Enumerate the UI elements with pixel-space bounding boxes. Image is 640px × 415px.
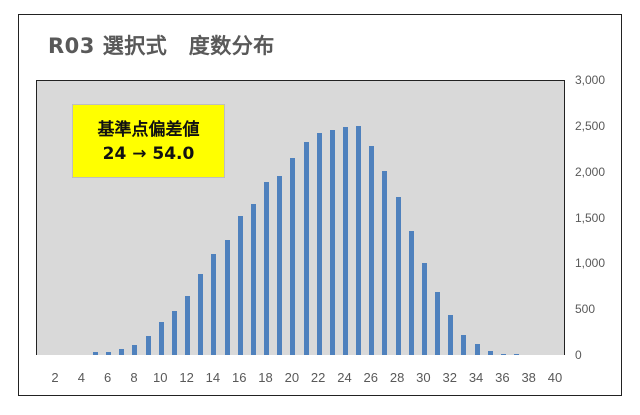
bar bbox=[303, 141, 309, 355]
bar bbox=[224, 239, 230, 355]
x-tick-label: 24 bbox=[337, 370, 352, 385]
x-tick-label: 12 bbox=[179, 370, 194, 385]
bar bbox=[198, 274, 204, 355]
bar bbox=[106, 351, 112, 355]
y-tick-label: 1,500 bbox=[575, 210, 606, 225]
bar bbox=[250, 203, 256, 355]
bar bbox=[487, 351, 493, 355]
bar bbox=[119, 348, 125, 355]
chart-title: R03 選択式 度数分布 bbox=[48, 34, 275, 58]
bar bbox=[145, 335, 151, 355]
x-tick-label: 14 bbox=[205, 370, 221, 385]
x-tick-label: 10 bbox=[153, 370, 168, 385]
annotation-line2: 24 → 54.0 bbox=[102, 144, 195, 164]
bar bbox=[264, 181, 270, 355]
bar bbox=[132, 344, 138, 355]
bar bbox=[171, 311, 177, 355]
x-tick-label: 18 bbox=[258, 370, 273, 385]
x-tick-label: 22 bbox=[310, 370, 326, 385]
annotation-line1: 基準点偏差値 bbox=[97, 120, 200, 140]
x-tick-label: 2 bbox=[51, 370, 59, 385]
bar bbox=[461, 334, 467, 355]
y-tick-label: 2,000 bbox=[575, 164, 606, 179]
bar bbox=[369, 146, 375, 355]
bar bbox=[211, 254, 217, 355]
x-tick-label: 26 bbox=[363, 370, 379, 385]
bar bbox=[158, 322, 164, 355]
bar bbox=[435, 291, 441, 355]
bar bbox=[408, 231, 414, 355]
y-tick-label: 0 bbox=[575, 348, 582, 362]
bar bbox=[356, 126, 362, 355]
bar bbox=[185, 296, 191, 355]
x-tick-label: 6 bbox=[104, 370, 112, 385]
bar bbox=[329, 129, 335, 355]
x-tick-label: 40 bbox=[547, 370, 563, 385]
bar bbox=[316, 133, 322, 355]
x-tick-label: 4 bbox=[77, 370, 85, 385]
bar bbox=[342, 126, 348, 355]
bar bbox=[382, 171, 388, 355]
y-tick-label: 1,000 bbox=[575, 256, 606, 271]
x-tick-label: 8 bbox=[130, 370, 138, 385]
bar bbox=[448, 314, 454, 355]
bar bbox=[277, 175, 283, 355]
x-tick-label: 34 bbox=[468, 370, 484, 385]
x-tick-label: 16 bbox=[231, 370, 247, 385]
bar bbox=[421, 262, 427, 355]
y-tick-label: 3,000 bbox=[575, 73, 606, 87]
y-tick-label: 2,500 bbox=[575, 118, 606, 133]
y-tick-label: 500 bbox=[575, 302, 596, 317]
bar bbox=[395, 196, 401, 355]
x-tick-label: 28 bbox=[389, 370, 405, 385]
bar bbox=[237, 216, 243, 355]
x-tick-label: 38 bbox=[521, 370, 536, 385]
x-tick-label: 36 bbox=[495, 370, 510, 385]
bar bbox=[514, 354, 520, 355]
bar bbox=[92, 352, 98, 355]
x-tick-label: 32 bbox=[442, 370, 457, 385]
bar bbox=[500, 353, 506, 355]
bar bbox=[290, 157, 296, 355]
annotation-box: 基準点偏差値 24 → 54.0 bbox=[72, 104, 225, 178]
x-tick-label: 20 bbox=[284, 370, 300, 385]
bar bbox=[474, 344, 480, 355]
x-tick-label: 30 bbox=[416, 370, 431, 385]
